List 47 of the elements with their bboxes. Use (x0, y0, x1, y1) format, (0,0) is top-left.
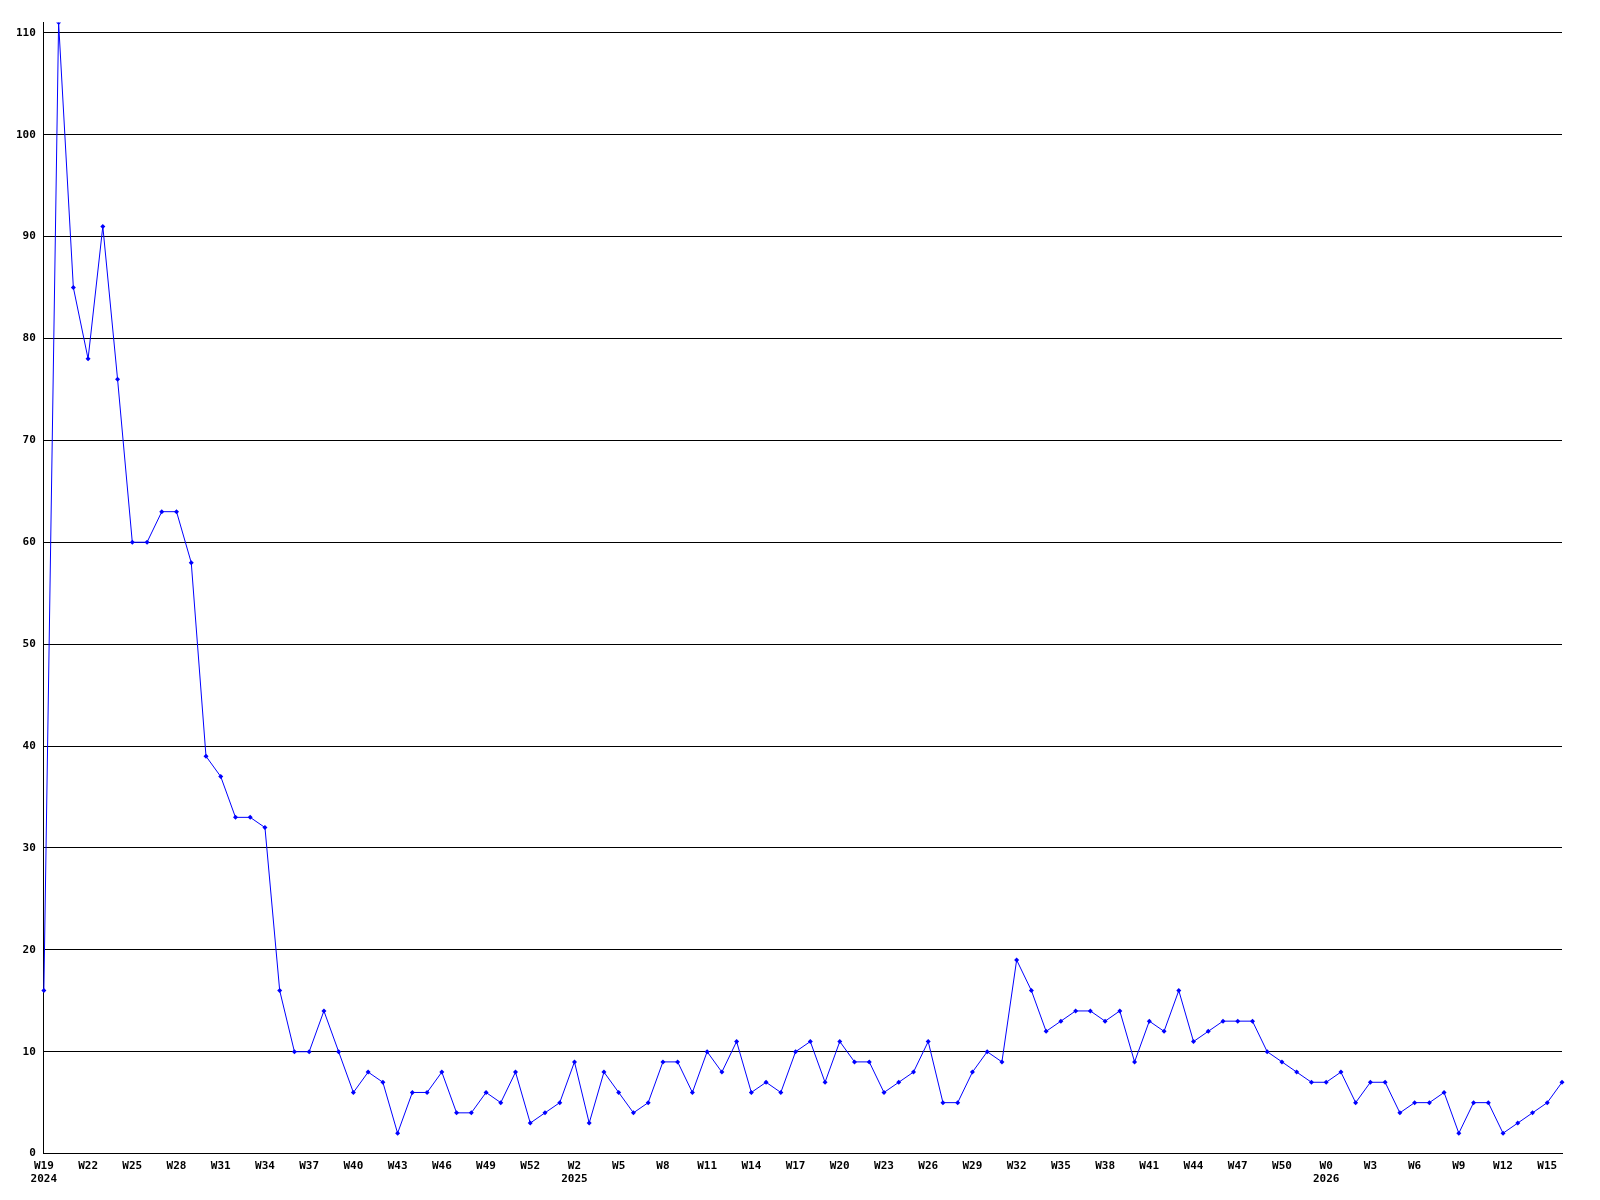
x-tick-label: W3 (1363, 1159, 1378, 1173)
x-tick-label: W43 (387, 1159, 408, 1173)
x-tick-label: W5 (612, 1159, 626, 1173)
x-tick-label: W47 (1227, 1159, 1248, 1173)
x-tick-label: W6 (1407, 1159, 1422, 1173)
x-tick-label: W9 (1452, 1159, 1466, 1173)
y-tick-label: 60 (22, 535, 36, 549)
x-tick-label: W15 (1537, 1159, 1558, 1173)
y-tick-label: 30 (22, 840, 36, 854)
x-tick-label: W29 (962, 1159, 983, 1173)
y-tick-label: 100 (15, 127, 36, 141)
x-tick-label: W17 (785, 1159, 806, 1173)
x-tick-label: W12 (1493, 1159, 1513, 1173)
y-tick-label: 70 (22, 433, 36, 447)
y-tick-label: 40 (22, 738, 36, 752)
x-tick-label: W46 (431, 1159, 453, 1173)
x-tick-label: W44 (1183, 1159, 1204, 1173)
x-tick-label: W38 (1095, 1159, 1116, 1173)
x-tick-label: W41 (1139, 1159, 1160, 1173)
x-tick-label: W8 (656, 1159, 670, 1173)
x-tick-label: W2 2025 (561, 1159, 588, 1186)
x-tick-label: W25 (122, 1159, 143, 1173)
y-tick-label: 0 (29, 1146, 36, 1160)
x-tick-label: W0 2026 (1312, 1159, 1340, 1186)
x-tick-label: W49 (476, 1159, 496, 1173)
x-tick-label: W50 (1272, 1159, 1292, 1173)
y-tick-label: 80 (22, 331, 36, 345)
x-tick-label: W28 (166, 1159, 187, 1173)
y-tick-label: 10 (22, 1044, 36, 1058)
x-tick-label: W20 (829, 1159, 850, 1173)
x-tick-label: W23 (874, 1159, 894, 1173)
y-tick-label: 110 (15, 25, 36, 39)
x-tick-label: W37 (299, 1159, 320, 1173)
x-tick-label: W31 (210, 1159, 232, 1173)
y-tick-label: 50 (22, 637, 36, 650)
y-tick-label: 20 (22, 942, 36, 956)
x-tick-label: W14 (741, 1159, 762, 1173)
x-tick-label: W19 2024 (30, 1159, 58, 1186)
x-tick-label: W32 (1006, 1159, 1027, 1173)
x-tick-label: W52 (520, 1159, 541, 1173)
x-tick-label: W35 (1050, 1159, 1071, 1173)
x-tick-label: W22 (78, 1159, 99, 1173)
x-tick-label: W40 (343, 1159, 364, 1173)
x-tick-label: W26 (918, 1159, 939, 1173)
x-tick-label: W11 (697, 1159, 718, 1173)
y-tick-label: 90 (22, 229, 36, 243)
x-tick-label: W34 (255, 1159, 276, 1173)
